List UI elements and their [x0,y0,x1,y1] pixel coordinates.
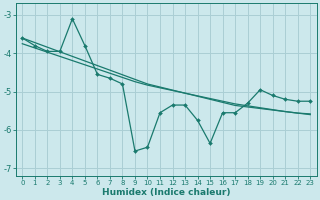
X-axis label: Humidex (Indice chaleur): Humidex (Indice chaleur) [102,188,230,197]
